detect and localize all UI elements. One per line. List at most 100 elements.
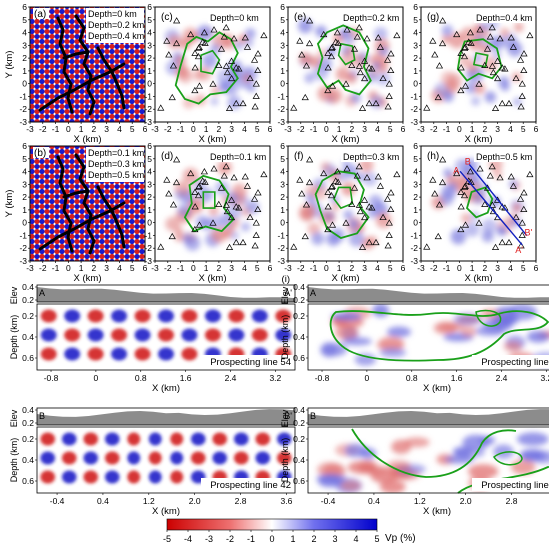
station-triangle [191,64,199,71]
station-triangle [324,188,332,195]
x-tick-label: 4 [117,124,122,134]
station-triangle [460,52,469,60]
panel-label: (g) [427,12,439,23]
station-triangle [423,104,431,111]
x-tick-label: 3 [229,263,234,273]
panel-b-depth-1: Depth=0.1 km [88,148,144,158]
station-triangle [385,92,393,99]
y-tick-label: -2 [19,243,27,253]
x-axis-label: X (km) [423,506,451,517]
x-tick-label: -0.8 [315,373,330,383]
station-triangle [363,174,371,181]
y-tick-label: 1 [147,205,152,215]
colorbar-tick-label: 4 [353,534,358,544]
panel-a-label: (a) [34,9,46,20]
station-triangle [517,103,525,110]
station-triangle [342,219,350,226]
station-triangle [505,99,513,107]
x-tick-label: 0 [191,124,196,134]
profile-start-marker: A [310,288,316,298]
station-triangle [385,231,393,238]
x-tick-label: 2.0 [189,496,201,506]
station-triangle [348,61,356,68]
station-triangle [227,213,236,221]
topography [308,287,549,302]
station-triangle [209,219,217,226]
station-triangle [187,169,195,177]
station-triangle [333,29,341,36]
elev-tick-label: 0.2 [22,295,34,305]
y-tick-label: -3 [410,117,418,127]
station-triangle [230,174,238,181]
station-triangle [383,195,392,202]
x-tick-label: 0.4 [97,496,109,506]
topography [37,287,295,302]
station-triangle [191,188,199,195]
station-triangle [393,170,401,178]
x-tick-label: -2 [164,263,172,273]
station-triangle [260,170,268,178]
resolution-contour-inner [337,42,356,66]
elev-tick-label: 0.2 [293,418,305,428]
y-tick-label: 4 [147,28,152,38]
station-triangle [501,65,509,72]
profile-end-marker: B' [284,411,292,421]
colorbar-tick-label: -4 [184,534,192,544]
station-triangle [489,68,497,76]
x-tick-label: 0 [365,373,370,383]
station-triangle [360,196,369,203]
elev-axis-label: Elev [9,286,19,304]
depth-tick-label: 0.2 [293,311,305,321]
station-triangle [343,26,351,33]
station-triangle [227,74,236,82]
station-triangle [355,162,363,170]
x-tick-label: 0 [457,263,462,273]
station-triangle [476,26,484,33]
panel-label: (c) [161,12,173,23]
x-tick-label: -1 [443,263,451,273]
depth-axis-label: Depth (km) [9,315,19,360]
x-tick-label: 2 [350,263,355,273]
x-tick-label: 1 [79,263,84,273]
x-tick-label: -3 [417,124,425,134]
station-triangle [520,66,528,73]
x-tick-label: 0 [457,124,462,134]
colorbar-tick-label: 3 [332,534,337,544]
depth-tick-label: 0.6 [22,476,34,486]
station-triangle [507,173,515,180]
velocity-anomaly [320,304,549,367]
station-triangle [241,34,249,41]
station-triangle [431,190,439,197]
marker-b: B [465,156,471,166]
station-triangle [476,165,484,172]
station-triangle [516,195,525,202]
station-triangle [493,57,502,64]
station-triangle [483,45,492,52]
y-axis-label: Y (km) [4,51,15,79]
y-tick-label: -1 [144,230,152,240]
station-triangle [225,243,234,250]
station-triangle [232,99,240,107]
station-triangle [324,203,332,210]
station-triangle [290,104,298,111]
station-triangle [457,49,465,56]
x-tick-label: 0 [191,263,196,273]
station-triangle [327,44,336,51]
station-triangle [163,37,171,44]
station-markers [157,14,268,111]
y-tick-label: 2 [147,192,152,202]
x-tick-label: 4 [242,124,247,134]
station-triangle [353,172,361,179]
y-tick-label: 4 [147,167,152,177]
station-triangle [461,82,470,89]
station-triangle [439,17,447,24]
x-tick-label: 1 [337,263,342,273]
station-triangle [194,183,203,190]
y-tick-label: 3 [147,179,152,189]
